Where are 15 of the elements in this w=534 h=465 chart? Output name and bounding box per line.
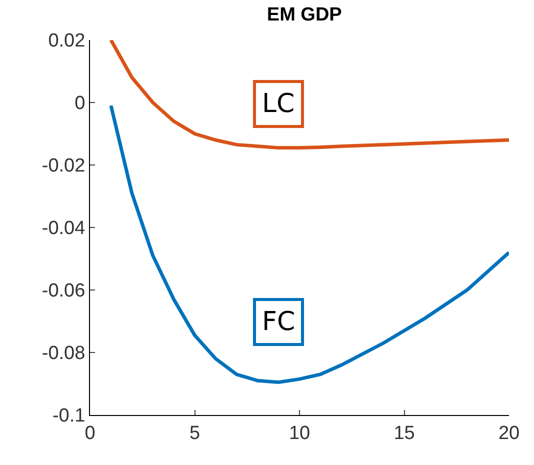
chart-title: EM GDP: [266, 4, 342, 26]
series-label: LC: [262, 89, 295, 119]
y-tick-label: 0.02: [48, 30, 86, 52]
series-label: FC: [262, 307, 296, 337]
x-tick-label: 10: [288, 422, 310, 444]
y-tick-label: -0.06: [42, 280, 86, 302]
y-tick-label: -0.02: [42, 156, 86, 177]
y-tick-label: -0.04: [42, 218, 86, 240]
y-tick-label: -0.08: [42, 343, 86, 364]
x-tick-label: 20: [498, 422, 520, 444]
x-tick-label: 15: [394, 422, 415, 444]
y-tick-label: -0.1: [52, 406, 86, 427]
line-series: [109, 40, 509, 150]
y-tick-label: 0: [74, 93, 86, 114]
x-tick-label: 5: [189, 422, 200, 444]
